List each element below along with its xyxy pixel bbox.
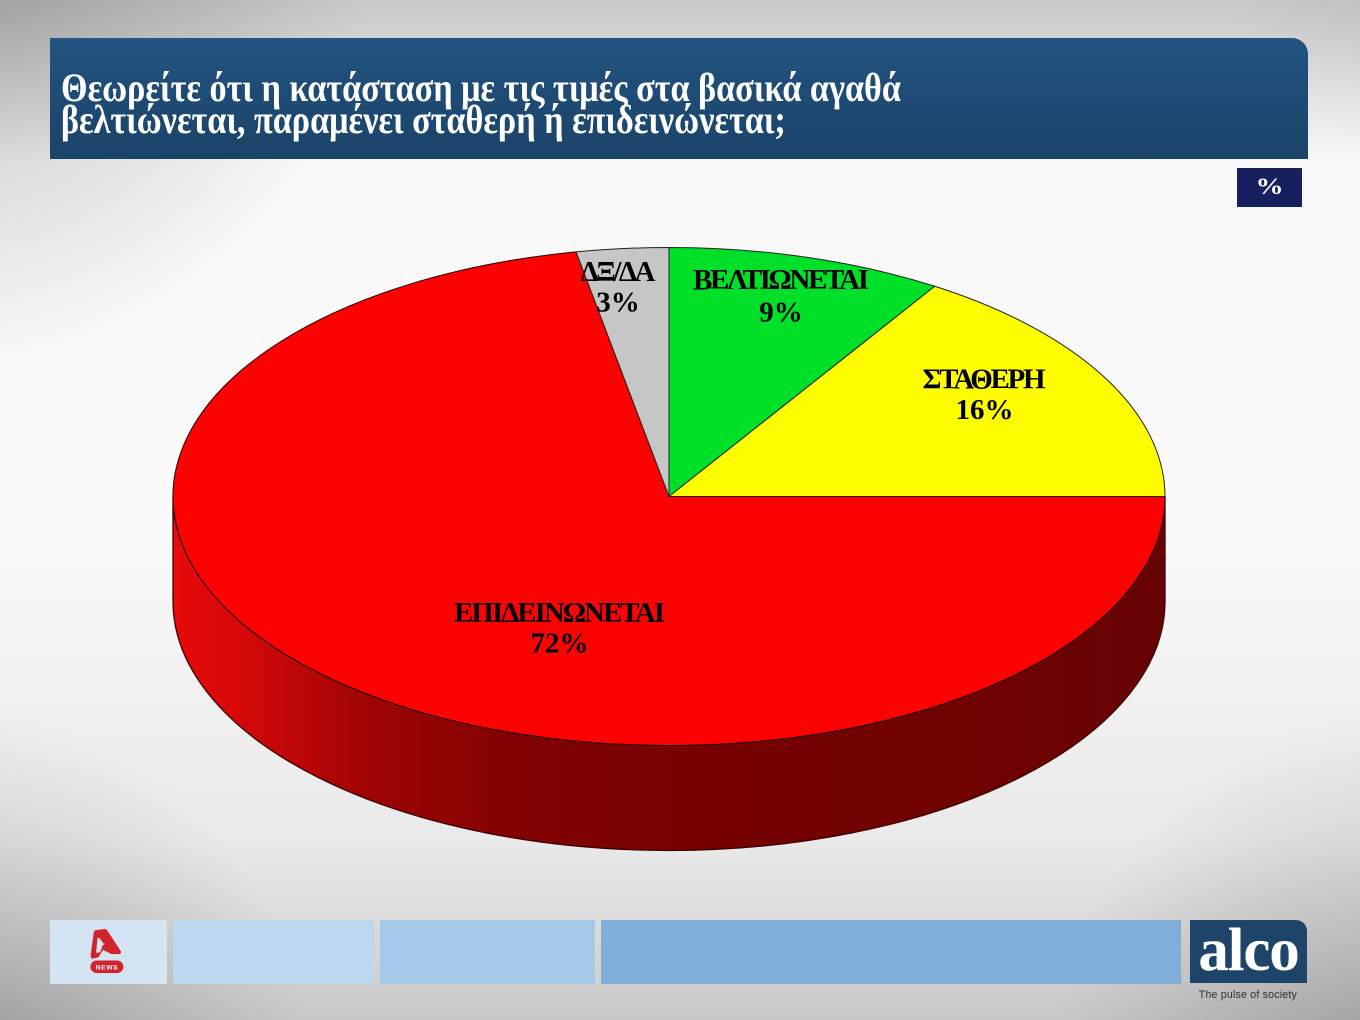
svg-text:ΣΤΑΘΕΡΗ: ΣΤΑΘΕΡΗ bbox=[923, 364, 1046, 396]
svg-text:ΔΞ/ΔΑ: ΔΞ/ΔΑ bbox=[581, 256, 656, 288]
svg-text:3%: 3% bbox=[596, 287, 640, 319]
svg-text:9%: 9% bbox=[759, 297, 803, 329]
svg-text:ΒΕΛΤΙΩΝΕΤΑΙ: ΒΕΛΤΙΩΝΕΤΑΙ bbox=[693, 264, 869, 296]
svg-text:NEWS: NEWS bbox=[96, 965, 119, 972]
svg-text:16%: 16% bbox=[956, 394, 1014, 426]
svg-text:72%: 72% bbox=[531, 628, 589, 660]
svg-text:ΕΠΙΔΕΙΝΩΝΕΤΑΙ: ΕΠΙΔΕΙΝΩΝΕΤΑΙ bbox=[454, 597, 665, 629]
